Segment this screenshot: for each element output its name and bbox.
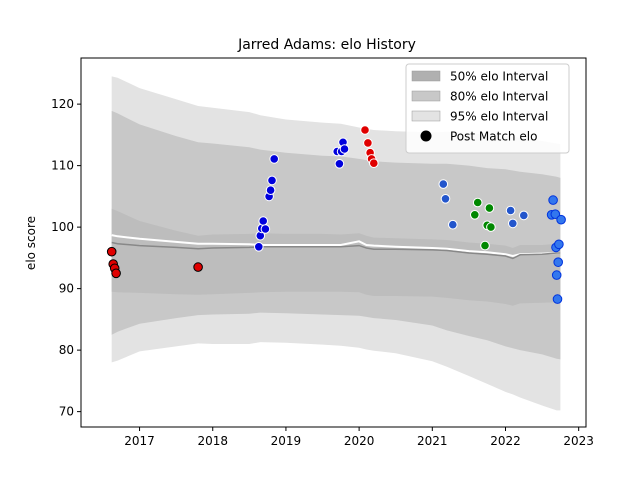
data-point-s4-5 [486, 222, 496, 232]
plot-area: 2017 2018 2019 2020 2021 2022 2023 70 80 90 100 110… [51, 57, 594, 448]
data-point-s5-6 [553, 257, 564, 268]
x-tick-label: 2018 [197, 434, 228, 448]
data-point-s4-2 [480, 240, 490, 251]
y-axis-label: elo score [24, 216, 38, 270]
data-point-s1-7 [267, 175, 277, 186]
mean-line [111, 234, 561, 258]
data-point-s1-6 [265, 185, 276, 195]
data-point-s5-8 [556, 214, 566, 225]
data-point-s3-4 [508, 218, 518, 229]
legend-box [405, 63, 570, 154]
band-50-interval [111, 208, 561, 306]
data-point-s1-13 [339, 144, 350, 154]
data-point-s3-5 [519, 210, 529, 221]
data-point-s5-2 [550, 209, 561, 219]
x-tick-label: 2022 [490, 434, 521, 448]
data-point-s0-4 [193, 262, 203, 272]
data-point-s1-4 [260, 224, 271, 234]
legend-marker [420, 130, 432, 142]
data-point-s0-3 [111, 268, 121, 279]
y-tick-label: 100 [51, 220, 74, 234]
data-point-s1-3 [258, 216, 269, 226]
x-tick-label: 2021 [417, 434, 448, 448]
data-point-s2-0 [360, 125, 370, 135]
data-point-s5-1 [548, 195, 558, 205]
legend: 50% elo Interval 80% elo Interval 95% elo … [405, 63, 570, 154]
data-point-s5-5 [552, 294, 563, 304]
y-tick-label: 80 [59, 343, 74, 357]
data-point-s3-0 [438, 179, 449, 189]
y-tick-label: 110 [51, 159, 74, 173]
plot-frame [80, 57, 587, 428]
data-point-s4-4 [484, 203, 495, 213]
median-line [111, 241, 561, 260]
x-tick-label: 2020 [344, 434, 375, 448]
data-point-s3-3 [505, 205, 516, 216]
data-point-s2-4 [369, 158, 379, 168]
legend-swatch [411, 70, 441, 82]
legend-swatch [411, 90, 441, 102]
x-tick-label: 2017 [124, 434, 155, 448]
legend-label: Post Match elo [450, 130, 537, 144]
y-tick-label: 70 [59, 405, 74, 419]
data-point-s3-1 [440, 194, 451, 204]
data-point-s4-1 [472, 197, 483, 208]
data-point-s5-4 [551, 270, 562, 280]
legend-label: 50% elo Interval [450, 70, 548, 84]
data-point-s1-0 [253, 242, 264, 252]
data-point-s4-0 [470, 210, 480, 220]
legend-label: 80% elo Interval [450, 90, 548, 104]
x-tick-label: 2019 [271, 434, 302, 448]
data-point-s1-10 [334, 159, 345, 169]
chart-title: Jarred Adams: elo History [237, 37, 416, 53]
data-point-s3-2 [448, 219, 458, 230]
legend-swatch [411, 110, 441, 122]
y-tick-label: 120 [51, 97, 74, 111]
y-tick-label: 90 [59, 282, 74, 296]
data-point-s1-8 [269, 154, 280, 164]
data-point-s0-0 [106, 246, 117, 257]
data-point-s5-7 [554, 239, 564, 250]
legend-label: 95% elo Interval [450, 110, 548, 124]
data-point-s2-1 [363, 138, 373, 148]
x-tick-label: 2023 [563, 434, 594, 448]
